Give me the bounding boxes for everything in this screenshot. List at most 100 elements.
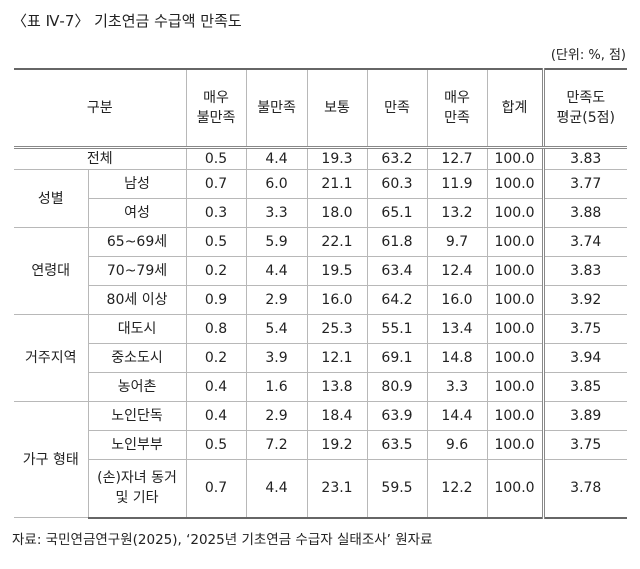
value-cell: 3.77 (541, 169, 628, 199)
value-cell: 0.2 (185, 256, 247, 286)
cell-text-line: 중소도시 (111, 350, 163, 366)
value-cell: 9.7 (426, 227, 488, 257)
value-cell: 60.3 (366, 169, 428, 199)
value-cell: 2.9 (245, 401, 308, 431)
cell-text-line: 매우 (444, 90, 470, 106)
cell-text-line: 65~69세 (106, 234, 168, 250)
data-row: 성별 남성 0.7 6.0 21.1 60.3 11.9 100.0 3.77 (14, 169, 628, 228)
value-cell: 100.0 (486, 343, 544, 373)
value-cell: 3.88 (541, 198, 628, 228)
value-cell: 3.89 (541, 401, 628, 431)
value-cell: 63.4 (366, 256, 428, 286)
value-cell: 0.2 (185, 343, 247, 373)
data-row: 농어촌 0.4 1.6 13.8 80.9 3.3 100.0 3.85 (14, 372, 628, 402)
unit-note: (단위: %, 점) (550, 48, 626, 63)
cell-text-line: 매우 (203, 90, 229, 106)
value-cell: 3.94 (541, 343, 628, 373)
cell-text-line: 70~79세 (106, 263, 168, 279)
value-cell: 21.1 (306, 169, 368, 199)
data-row: 연령대 65~69세 0.5 5.9 22.1 61.8 9.7 100.0 3.74 (14, 227, 628, 315)
value-cell: 63.2 (366, 147, 428, 170)
group-label: 거주지역 (14, 314, 89, 402)
cell-text-line: 만족도 (566, 90, 606, 106)
header-cell: 보통 (306, 68, 368, 149)
cell-text-line: (손)자녀 동거 (97, 470, 177, 487)
value-cell: 4.4 (245, 147, 308, 170)
value-cell: 5.4 (245, 314, 308, 344)
row-label: 70~79세 (88, 256, 187, 286)
data-row: 거주지역 대도시 0.8 5.4 25.3 55.1 13.4 100.0 3.75 (14, 314, 628, 402)
cell-text-line: 불만족 (196, 110, 236, 126)
value-cell: 100.0 (486, 285, 544, 315)
value-cell: 12.1 (306, 343, 368, 373)
value-cell: 100.0 (486, 314, 544, 344)
value-cell: 1.6 (245, 372, 308, 402)
value-cell: 0.5 (185, 227, 247, 257)
row-label: 중소도시 (88, 343, 187, 373)
value-cell: 3.3 (426, 372, 488, 402)
value-cell: 3.75 (541, 430, 628, 460)
data-row: (손)자녀 동거 및 기타 0.7 4.4 23.1 59.5 12.2 100.0 3.78 (14, 459, 628, 519)
cell-text-line: 구분 (86, 100, 113, 116)
value-cell: 100.0 (486, 459, 544, 519)
cell-text-line: 합계 (501, 100, 528, 116)
value-cell: 18.0 (306, 198, 368, 228)
row-label: 노인단독 (87, 401, 187, 431)
value-cell: 3.78 (541, 459, 628, 519)
value-cell: 65.1 (366, 198, 428, 228)
value-cell: 13.8 (306, 372, 368, 402)
value-cell: 4.4 (245, 459, 308, 519)
value-cell: 100.0 (486, 401, 544, 431)
header-cell: 만족 (366, 68, 428, 149)
value-cell: 0.5 (185, 430, 247, 460)
value-cell: 4.4 (245, 256, 308, 286)
data-row: 80세 이상 0.9 2.9 16.0 64.2 16.0 100.0 3.92 (14, 285, 628, 315)
value-cell: 100.0 (486, 147, 544, 170)
value-cell: 100.0 (486, 227, 544, 257)
cell-text-line: 80세 이상 (106, 292, 168, 308)
value-cell: 19.3 (306, 147, 368, 170)
value-cell: 63.9 (366, 401, 428, 431)
value-cell: 0.8 (185, 314, 247, 344)
value-cell: 0.9 (185, 285, 247, 315)
value-cell: 9.6 (426, 430, 488, 460)
value-cell: 22.1 (306, 227, 368, 257)
row-label: 대도시 (87, 314, 187, 344)
value-cell: 3.74 (541, 227, 628, 257)
value-cell: 100.0 (486, 256, 544, 286)
value-cell: 69.1 (366, 343, 428, 373)
cell-text-line: 노인단독 (111, 408, 163, 424)
header-cell: 합계 (486, 68, 544, 149)
value-cell: 3.92 (541, 285, 628, 315)
value-cell: 19.5 (306, 256, 368, 286)
value-cell: 100.0 (486, 169, 544, 199)
value-cell: 18.4 (306, 401, 368, 431)
header-cell: 매우 만족 (426, 68, 488, 149)
data-row: 노인부부 0.5 7.2 19.2 63.5 9.6 100.0 3.75 (14, 430, 628, 460)
value-cell: 3.85 (541, 372, 628, 402)
cell-text-line: 대도시 (117, 321, 157, 337)
value-cell: 64.2 (366, 285, 428, 315)
value-cell: 80.9 (366, 372, 428, 402)
value-cell: 19.2 (306, 430, 368, 460)
header-cell: 구분 (14, 68, 187, 149)
source-note: 자료: 국민연금연구원(2025), ‘2025년 기초연금 수급자 실태조사’… (12, 532, 433, 548)
value-cell: 12.2 (426, 459, 488, 519)
value-cell: 0.4 (185, 401, 247, 431)
row-label: 농어촌 (88, 372, 187, 402)
value-cell: 12.4 (426, 256, 488, 286)
value-cell: 100.0 (486, 430, 544, 460)
value-cell: 59.5 (366, 459, 428, 519)
value-cell: 61.8 (366, 227, 428, 257)
cell-text-line: 및 기타 (115, 490, 159, 507)
value-cell: 0.4 (185, 372, 247, 402)
data-row: 여성 0.3 3.3 18.0 65.1 13.2 100.0 3.88 (14, 198, 628, 228)
total-row: 전체 0.5 4.4 19.3 63.2 12.7 100.0 3.83 (14, 147, 628, 170)
cell-text-line: 만족 (384, 100, 410, 116)
cell-text-line: 평균(5점) (556, 110, 615, 126)
value-cell: 14.8 (426, 343, 488, 373)
value-cell: 100.0 (486, 372, 544, 402)
value-cell: 3.83 (541, 256, 628, 286)
